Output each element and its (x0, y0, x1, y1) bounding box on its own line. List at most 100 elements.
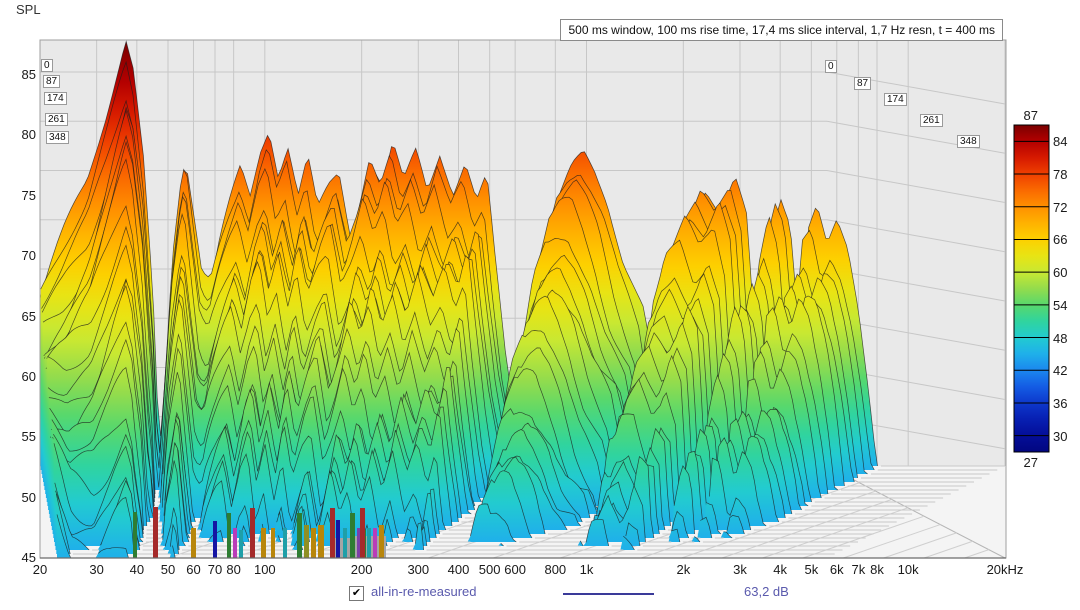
slice-contour (52, 418, 745, 535)
frequency-tick-label: 20kHz (986, 562, 1024, 577)
marker-bar (239, 530, 243, 558)
time-tick-label-left: 348 (46, 131, 69, 144)
slice-contour (41, 99, 868, 475)
colorbar-tick-label: 84 (1053, 134, 1068, 150)
marker-bar (318, 525, 324, 558)
frequency-tick-label: 60 (186, 562, 201, 577)
time-tick-label-right: 174 (884, 93, 907, 106)
measurement-level: 63,2 dB (744, 584, 789, 599)
time-tick-label-right: 0 (825, 60, 837, 73)
colorbar-tick-label: 30 (1053, 428, 1068, 444)
frequency-tick-label: 1k (579, 562, 594, 577)
waterfall-slice (51, 367, 882, 530)
frequency-tick-label: 40 (129, 562, 145, 577)
frequency-tick-label: 80 (226, 562, 241, 577)
legend-bar: ✔ all-in-re-measured 63,2 dB (0, 584, 1080, 606)
slice-contour (50, 321, 780, 523)
frequency-tick-label: 800 (544, 562, 567, 577)
time-tick-label-right: 348 (957, 135, 980, 148)
colorbar-tick-label: 60 (1053, 265, 1068, 281)
colorbar-tick-label: 87 (1023, 108, 1038, 123)
marker-bar (336, 520, 340, 558)
colorbar (1013, 124, 1050, 453)
time-tick-label-left: 261 (45, 113, 68, 126)
marker-bar (297, 513, 302, 558)
marker-bar (379, 525, 384, 558)
frequency-tick-label: 10k (897, 562, 919, 577)
marker-bar (283, 528, 287, 558)
spl-tick-label: 75 (21, 187, 36, 203)
frequency-tick-label: 4k (773, 562, 788, 577)
legend-line-sample (563, 593, 654, 595)
colorbar-tick-label: 48 (1053, 330, 1068, 346)
marker-bar (304, 525, 309, 558)
time-tick-label-left: 174 (44, 92, 67, 105)
marker-bar (343, 528, 347, 558)
frequency-tick-label: 20 (32, 562, 48, 577)
spl-tick-label: 55 (21, 429, 36, 445)
colorbar-tick-label: 54 (1053, 297, 1068, 313)
time-tick-label-left: 0 (41, 59, 53, 72)
spl-tick-label: 45 (21, 550, 36, 565)
spl-tick-label: 65 (21, 308, 36, 324)
colorbar-tick-label: 78 (1053, 167, 1068, 183)
slice-contour (49, 284, 786, 519)
colorbar-tick-label: 36 (1053, 395, 1068, 411)
marker-bar (373, 528, 377, 558)
slice-contour (45, 205, 822, 499)
time-tick-label-right: 261 (920, 114, 943, 127)
measurement-name[interactable]: all-in-re-measured (371, 584, 477, 599)
marker-bar (261, 528, 266, 558)
frequency-tick-label: 3k (733, 562, 747, 577)
marker-bar (227, 513, 231, 558)
frequency-tick-label: 600 (504, 562, 526, 577)
marker-bar (360, 508, 365, 558)
measurement-settings-text: 500 ms window, 100 ms rise time, 17,4 ms… (568, 23, 995, 37)
frequency-tick-label: 30 (89, 562, 104, 577)
marker-bar (133, 512, 137, 558)
marker-bar (213, 521, 217, 558)
slice-contour (56, 514, 176, 559)
frequency-tick-label: 5k (804, 562, 819, 577)
frequency-tick-label: 6k (829, 562, 844, 577)
marker-bar (311, 528, 316, 558)
measurement-checkbox[interactable]: ✔ (349, 586, 364, 601)
slice-contour (47, 278, 802, 511)
front-marker-bars (133, 507, 386, 558)
frequency-tick-label: 500 (478, 562, 501, 577)
colorbar-tick-label: 27 (1023, 455, 1038, 470)
marker-bar (250, 508, 255, 558)
colorbar-tick-label: 42 (1053, 363, 1068, 379)
colorbar-tick-label: 72 (1053, 199, 1068, 215)
frequency-tick-label: 50 (160, 562, 176, 577)
slice-contour (42, 109, 855, 483)
marker-bar (367, 528, 371, 558)
time-tick-label-right: 87 (854, 77, 872, 90)
colorbar-tick-label: 66 (1053, 232, 1068, 248)
spl-tick-label: 70 (21, 248, 36, 264)
time-tick-label-left: 87 (43, 75, 61, 88)
spl-tick-label: 60 (21, 368, 36, 384)
marker-bar (271, 528, 275, 558)
frequency-tick-label: 100 (253, 562, 276, 577)
frequency-tick-label: 70 (207, 562, 223, 577)
marker-bar (233, 528, 237, 558)
measurement-settings-box: 500 ms window, 100 ms rise time, 17,4 ms… (560, 19, 1003, 41)
spl-axis-title: SPL (16, 2, 41, 17)
spl-tick-label: 85 (21, 67, 36, 82)
frequency-tick-label: 7k (851, 562, 866, 577)
frequency-tick-label: 8k (870, 562, 884, 577)
marker-bar (153, 507, 158, 558)
spl-tick-label: 80 (21, 127, 36, 143)
marker-bar (330, 508, 335, 558)
marker-bar (357, 528, 361, 558)
marker-bar (350, 513, 355, 558)
frequency-tick-label: 200 (350, 562, 373, 577)
frequency-tick-label: 400 (447, 562, 470, 577)
frequency-tick-label: 300 (407, 562, 430, 577)
frequency-tick-label: 2k (676, 562, 691, 577)
marker-bar (191, 528, 196, 558)
spl-tick-label: 50 (21, 489, 36, 505)
